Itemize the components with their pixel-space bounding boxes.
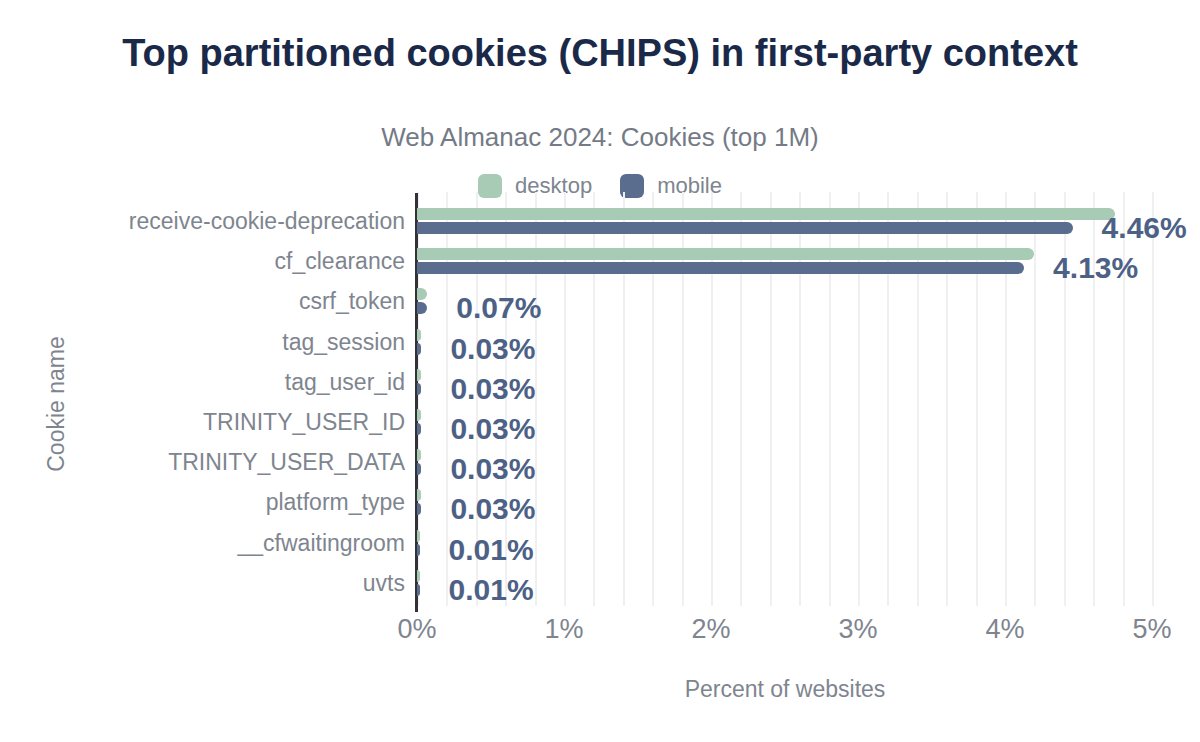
- x-tick-label: 2%: [666, 614, 756, 645]
- y-axis-title: Cookie name: [43, 336, 70, 472]
- x-tick-label: 3%: [813, 614, 903, 645]
- x-ticks-layer: 0% 1% 2% 3% 4% 5%: [0, 0, 1200, 742]
- x-tick-label: 1%: [519, 614, 609, 645]
- x-axis-title: Percent of websites: [417, 676, 1153, 703]
- x-tick-label: 5%: [1107, 614, 1197, 645]
- x-tick-label: 0%: [372, 614, 462, 645]
- x-tick-label: 4%: [960, 614, 1050, 645]
